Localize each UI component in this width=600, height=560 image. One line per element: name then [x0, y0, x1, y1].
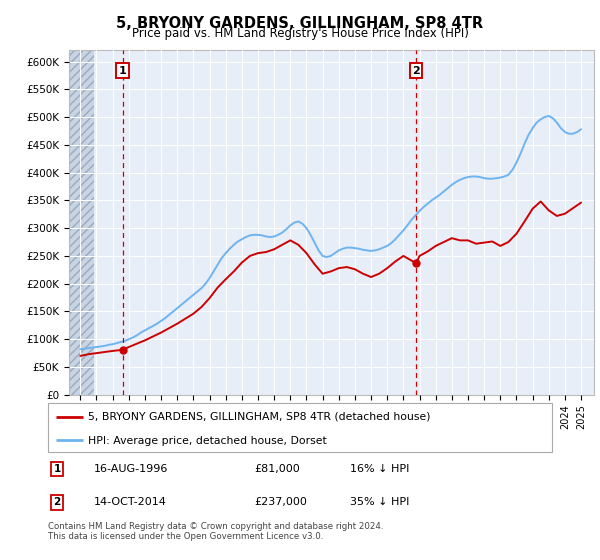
- Text: 35% ↓ HPI: 35% ↓ HPI: [350, 497, 410, 507]
- Text: £237,000: £237,000: [254, 497, 308, 507]
- Text: £81,000: £81,000: [254, 464, 301, 474]
- Text: 1: 1: [53, 464, 61, 474]
- Text: 5, BRYONY GARDENS, GILLINGHAM, SP8 4TR: 5, BRYONY GARDENS, GILLINGHAM, SP8 4TR: [116, 16, 484, 31]
- Text: 16-AUG-1996: 16-AUG-1996: [94, 464, 168, 474]
- Bar: [69, 50, 94, 395]
- Text: 14-OCT-2014: 14-OCT-2014: [94, 497, 166, 507]
- Text: Price paid vs. HM Land Registry's House Price Index (HPI): Price paid vs. HM Land Registry's House …: [131, 27, 469, 40]
- Text: 2: 2: [53, 497, 61, 507]
- Text: 2: 2: [412, 66, 420, 76]
- Text: 16% ↓ HPI: 16% ↓ HPI: [350, 464, 410, 474]
- Text: Contains HM Land Registry data © Crown copyright and database right 2024.
This d: Contains HM Land Registry data © Crown c…: [48, 522, 383, 542]
- FancyBboxPatch shape: [48, 403, 552, 452]
- Text: 1: 1: [119, 66, 127, 76]
- Text: 5, BRYONY GARDENS, GILLINGHAM, SP8 4TR (detached house): 5, BRYONY GARDENS, GILLINGHAM, SP8 4TR (…: [88, 412, 431, 422]
- Text: HPI: Average price, detached house, Dorset: HPI: Average price, detached house, Dors…: [88, 436, 327, 446]
